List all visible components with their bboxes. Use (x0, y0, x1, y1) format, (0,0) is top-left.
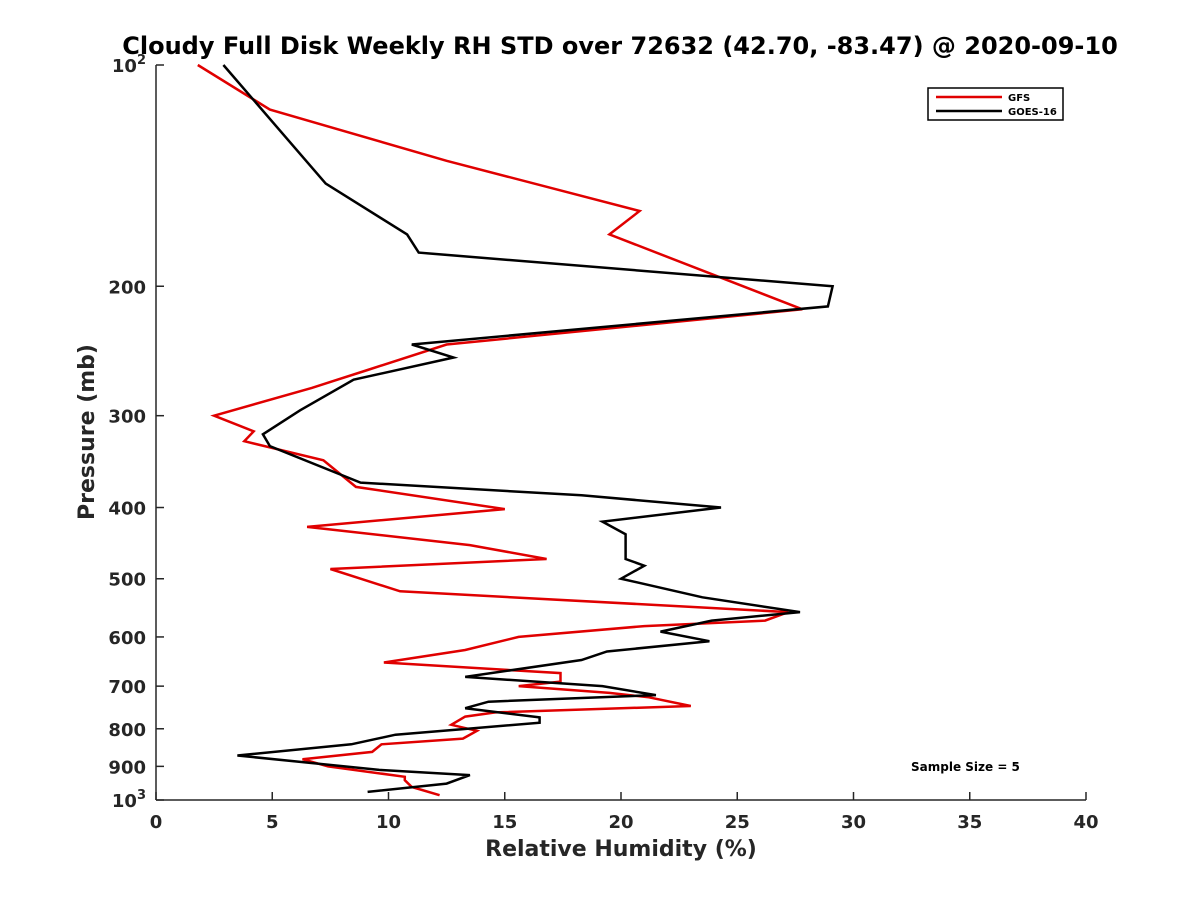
plot-area (156, 65, 1086, 800)
x-tick-label: 5 (266, 812, 279, 833)
x-tick-label: 15 (492, 812, 517, 833)
legend: GFS GOES-16 (927, 87, 1064, 121)
legend-label-gfs: GFS (1008, 93, 1030, 104)
sample-size-annotation: Sample Size = 5 (911, 760, 1020, 774)
y-tick-label: 103 (112, 788, 146, 812)
x-tick-label: 10 (376, 812, 401, 833)
legend-label-goes16: GOES-16 (1008, 107, 1057, 118)
x-tick-label: 25 (725, 812, 750, 833)
x-tick-label: 30 (841, 812, 866, 833)
x-tick-label: 40 (1073, 812, 1098, 833)
y-tick-label: 102 (112, 53, 146, 77)
y-axis-label: Pressure (mb) (75, 344, 100, 520)
y-tick-label: 900 (108, 757, 146, 778)
series-line-goes16 (222, 64, 835, 794)
x-axis-ticks: 0 5 10 15 20 25 30 35 40 (150, 792, 1099, 833)
series-layer (197, 63, 835, 797)
y-tick-label: 700 (108, 677, 146, 698)
y-tick-label: 200 (108, 277, 146, 298)
x-tick-label: 0 (150, 812, 163, 833)
x-tick-label: 20 (608, 812, 633, 833)
y-axis-ticks: 102 200 300 400 500 600 700 800 900 103 (108, 53, 164, 812)
x-tick-label: 35 (957, 812, 982, 833)
legend-box (927, 87, 1064, 121)
y-tick-label: 800 (108, 720, 146, 741)
x-axis-label: Relative Humidity (%) (485, 837, 757, 862)
y-tick-label: 300 (108, 407, 146, 428)
chart-title: Cloudy Full Disk Weekly RH STD over 7263… (122, 32, 1118, 60)
y-tick-label: 400 (108, 499, 146, 520)
y-tick-label: 600 (108, 628, 146, 649)
y-tick-label: 500 (108, 570, 146, 591)
